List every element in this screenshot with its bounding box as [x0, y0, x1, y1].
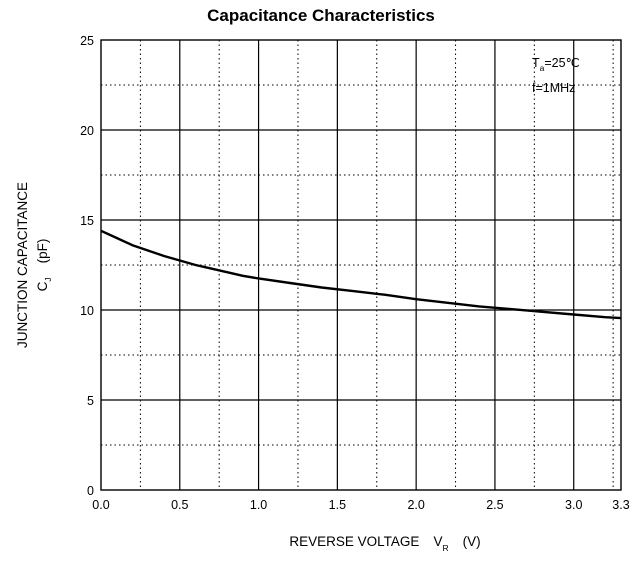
x-tick-label: 1.0 [250, 498, 267, 512]
chart-title: Capacitance Characteristics [207, 6, 435, 25]
y-axis-label: JUNCTION CAPACITANCE [15, 182, 30, 348]
x-tick-label: 1.5 [329, 498, 346, 512]
annotation-frequency: f=1MHz [532, 81, 575, 95]
x-tick-label: 3.3 [612, 498, 629, 512]
annotation-box: Ta=25℃ f=1MHz [532, 56, 580, 95]
series-curve [100, 229, 622, 320]
x-tick-label: 2.0 [407, 498, 424, 512]
x-axis-label: REVERSE VOLTAGE VR (V) [289, 534, 480, 553]
y-tick-label: 15 [80, 214, 94, 228]
tick-labels: 0.0 0.5 1.0 1.5 2.0 2.5 3.0 3.3 0 5 10 15 20 25 [80, 34, 630, 512]
y-tick-label: 5 [87, 394, 94, 408]
plot-frame [100, 39, 622, 491]
x-tick-label: 0.0 [92, 498, 109, 512]
y-axis-symbol: CJ(pF) [35, 239, 53, 292]
y-tick-label: 20 [80, 124, 94, 138]
x-tick-label: 0.5 [171, 498, 188, 512]
grid-layer [101, 40, 621, 490]
x-tick-label: 2.5 [486, 498, 503, 512]
y-tick-label: 25 [80, 34, 94, 48]
y-tick-label: 0 [87, 484, 94, 498]
annotation-temperature: Ta=25℃ [532, 56, 580, 73]
x-tick-label: 3.0 [565, 498, 582, 512]
y-tick-label: 10 [80, 304, 94, 318]
